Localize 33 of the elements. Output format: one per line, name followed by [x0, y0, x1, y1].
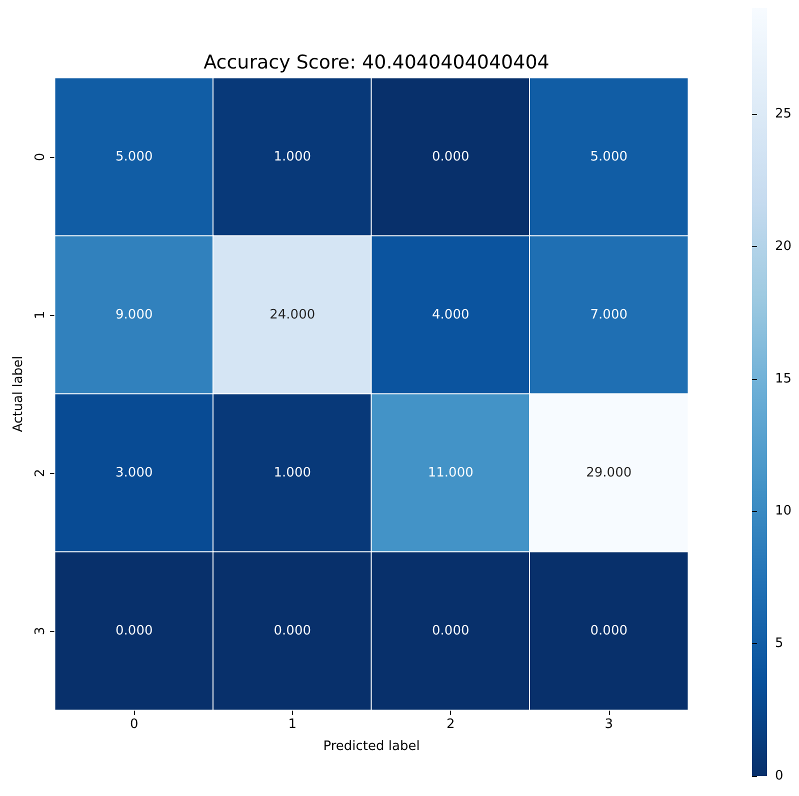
chart-title: Accuracy Score: 40.4040404040404	[204, 52, 550, 74]
data-label: 0.000	[432, 150, 470, 164]
data-label: 0.000	[116, 624, 153, 638]
color-bar-label: 20	[775, 238, 792, 254]
x-tick-label: 0	[130, 717, 138, 732]
data-label: 11.000	[428, 466, 474, 480]
color-bar-label: 10	[775, 504, 792, 519]
data-label: 0.000	[274, 624, 311, 638]
x-tick-label: 1	[288, 717, 297, 732]
data-label: 0.000	[590, 624, 628, 638]
data-label: 29.000	[586, 466, 632, 480]
y-tick-label: 2	[33, 468, 48, 478]
data-label: 5.000	[116, 150, 153, 164]
data-label: 7.000	[590, 308, 628, 322]
y-tick-label: 1	[33, 310, 48, 320]
data-label: 9.000	[116, 308, 153, 322]
y-tick-label: 3	[33, 626, 48, 636]
data-label: 3.000	[116, 466, 153, 480]
data-label: 0.000	[432, 624, 470, 638]
y-axis-title: Actual label	[11, 356, 26, 432]
x-axis-title: Predicted label	[323, 739, 420, 754]
y-tick-label: 0	[33, 152, 48, 162]
color-bar-label: 0	[775, 768, 784, 784]
data-label: 4.000	[432, 308, 470, 322]
x-tick-label: 2	[446, 717, 455, 732]
color-bar-label: 5	[775, 636, 784, 652]
data-label: 1.000	[274, 150, 311, 164]
x-tick-label: 3	[604, 717, 614, 732]
data-label: 24.000	[270, 308, 316, 322]
data-label: 1.000	[274, 466, 311, 480]
data-label: 5.000	[590, 150, 628, 164]
color-bar-label: 25	[775, 106, 792, 122]
color-bar-label: 15	[775, 371, 792, 386]
